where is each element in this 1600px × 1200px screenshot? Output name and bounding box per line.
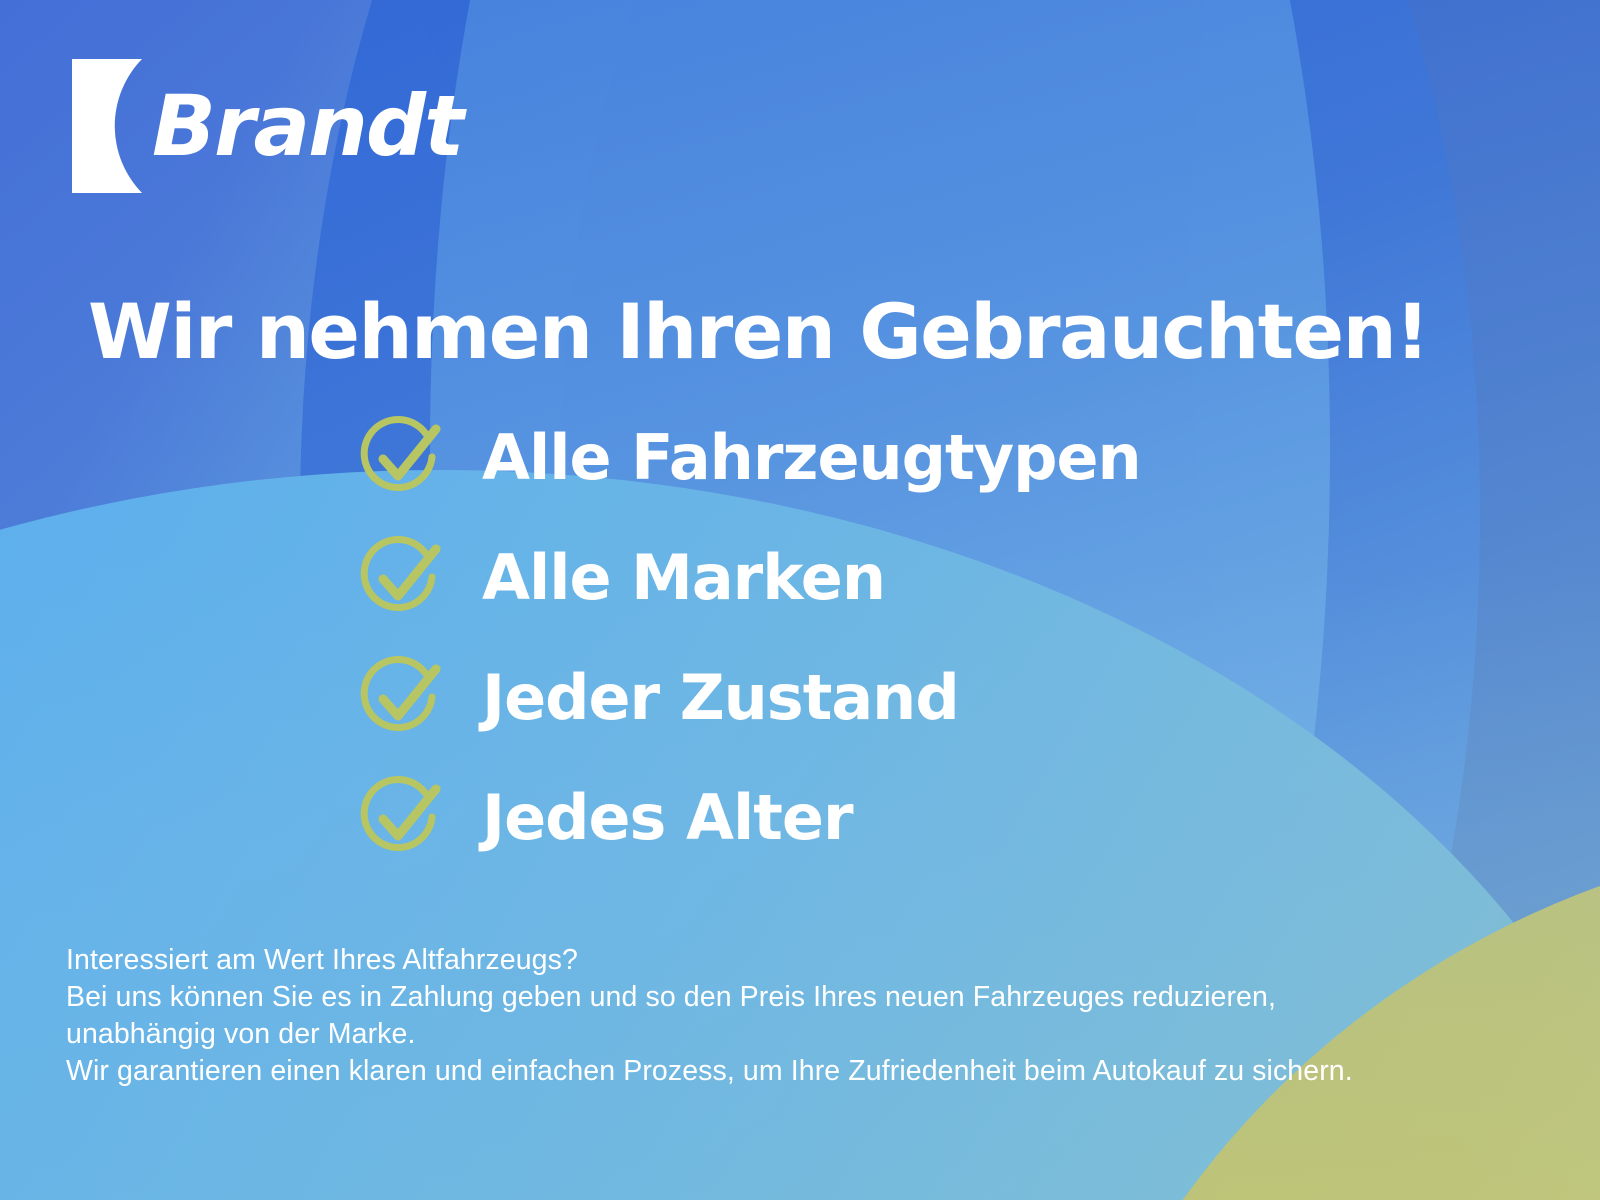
brand-logo: Brandt <box>72 56 464 196</box>
check-circle-icon <box>356 652 448 744</box>
list-item: Alle Marken <box>356 518 1141 638</box>
check-circle-icon <box>356 532 448 624</box>
list-item: Alle Fahrzeugtypen <box>356 398 1142 518</box>
list-item: Jeder Zustand <box>356 638 1141 758</box>
feature-list: Alle Fahrzeugtypen Alle Marken <box>356 398 1142 878</box>
brandt-logo-mark-icon <box>72 59 142 193</box>
check-circle-icon <box>356 772 448 864</box>
description-line: Interessiert am Wert Ihres Altfahrzeugs? <box>66 944 578 976</box>
description-line: Bei uns können Sie es in Zahlung geben u… <box>66 981 1276 1013</box>
check-circle-icon <box>356 412 448 504</box>
description-line: Wir garantieren einen klaren und einfach… <box>66 1055 1353 1087</box>
feature-label: Alle Fahrzeugtypen <box>482 421 1142 494</box>
brand-wordmark: Brandt <box>152 77 464 175</box>
page-title: Wir nehmen Ihren Gebrauchten! <box>88 286 1430 376</box>
feature-label: Jedes Alter <box>482 781 854 854</box>
description-line: unabhängig von der Marke. <box>66 1018 416 1050</box>
feature-label: Alle Marken <box>482 541 886 614</box>
list-item: Jedes Alter <box>356 758 1141 878</box>
description-block: Interessiert am Wert Ihres Altfahrzeugs?… <box>66 942 1536 1090</box>
feature-label: Jeder Zustand <box>482 661 960 734</box>
